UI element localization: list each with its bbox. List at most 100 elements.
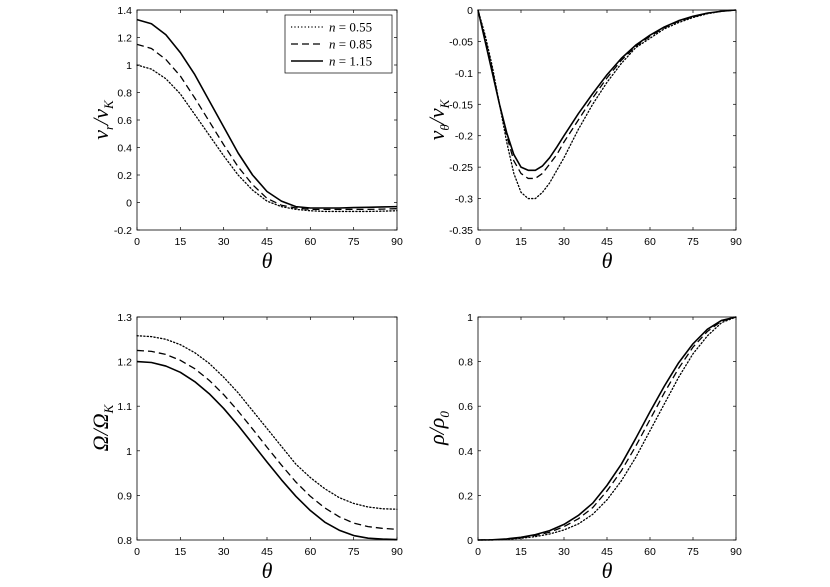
x-tick-label: 60 bbox=[644, 546, 656, 558]
x-axis-label: θ bbox=[602, 248, 613, 273]
y-tick-label: 1 bbox=[126, 60, 132, 72]
x-tick-label: 30 bbox=[558, 236, 570, 248]
y-axis-label-part: / bbox=[424, 426, 449, 436]
x-tick-label: 30 bbox=[218, 236, 230, 248]
y-tick-label: 0.6 bbox=[117, 115, 132, 127]
y-tick-label: 0.4 bbox=[117, 143, 132, 155]
legend-label-var: n bbox=[329, 54, 336, 69]
x-axis-label: θ bbox=[602, 558, 613, 583]
y-tick-label: -0.1 bbox=[455, 68, 473, 80]
x-tick-label: 60 bbox=[304, 546, 316, 558]
legend-label-var: n bbox=[329, 37, 336, 52]
y-tick-label: 1.2 bbox=[117, 357, 132, 369]
y-tick-label: -0.2 bbox=[455, 131, 473, 143]
series-line-dotted bbox=[477, 9, 737, 200]
series-line-dotted bbox=[136, 64, 398, 213]
y-tick-label: 0.9 bbox=[117, 490, 132, 502]
series-line-solid bbox=[136, 360, 398, 541]
x-tick-label: 15 bbox=[515, 546, 527, 558]
series-line-dashed bbox=[136, 349, 398, 530]
y-tick-label: 1 bbox=[467, 312, 473, 324]
y-axis-label-part: Ω bbox=[88, 413, 113, 429]
panel-bottom-left: 0 15 30 45 60 75 900.80.911.11.21.3θΩ/ΩK bbox=[88, 312, 403, 583]
y-tick-label: 0.8 bbox=[458, 357, 473, 369]
y-tick-label: 0 bbox=[467, 5, 473, 17]
y-axis-label-subscript: K bbox=[101, 99, 116, 110]
y-tick-label: 1.4 bbox=[117, 5, 132, 17]
x-tick-label: 60 bbox=[644, 236, 656, 248]
y-tick-label: 0.4 bbox=[458, 446, 473, 458]
legend-label-value: = 0.85 bbox=[336, 37, 373, 52]
legend-label-var: n bbox=[329, 20, 336, 35]
series-line-dashed bbox=[477, 316, 737, 541]
y-axis-label-subscript: θ bbox=[437, 124, 452, 131]
y-axis-label: vθ/vK bbox=[424, 98, 452, 140]
y-axis-label-subscript: K bbox=[437, 98, 452, 109]
y-tick-label: 0.2 bbox=[117, 170, 132, 182]
y-tick-label: 0 bbox=[126, 198, 132, 210]
panel-top-right: 0 15 30 45 60 75 90 -0.35 -0.3 -0.25 -0.2 -0.15 -0.1… bbox=[424, 5, 742, 273]
x-tick-label: 75 bbox=[348, 236, 360, 248]
x-axis-label: θ bbox=[262, 558, 273, 583]
plot-frame bbox=[477, 9, 737, 231]
x-tick-label: 45 bbox=[261, 546, 273, 558]
series-line-solid bbox=[477, 9, 737, 172]
x-tick-label: 90 bbox=[730, 236, 742, 248]
x-tick-label: 45 bbox=[601, 546, 613, 558]
y-axis-label-part: / bbox=[88, 427, 113, 437]
series-line-dotted bbox=[136, 335, 398, 510]
y-tick-label: -0.25 bbox=[449, 162, 473, 174]
y-axis-label: Ω/ΩK bbox=[88, 403, 116, 451]
x-tick-label: 45 bbox=[601, 236, 613, 248]
y-tick-label: 1.2 bbox=[117, 33, 132, 45]
plot-frame bbox=[477, 316, 737, 541]
y-tick-label: -0.05 bbox=[449, 36, 473, 48]
panel-top-left: 0 15 30 45 60 75 90-0.200.20.40.60.811.21.4θvr… bbox=[88, 5, 403, 273]
series-line-solid bbox=[477, 316, 737, 541]
y-tick-label: 0.8 bbox=[117, 88, 132, 100]
x-tick-label: 45 bbox=[261, 236, 273, 248]
y-axis-label: vr/vK bbox=[88, 99, 116, 140]
y-tick-label: 1.3 bbox=[117, 312, 132, 324]
y-axis-label-part: v bbox=[88, 130, 113, 140]
x-tick-label: 15 bbox=[174, 546, 186, 558]
y-axis-label-subscript: 0 bbox=[437, 411, 452, 418]
y-axis-label-part: / bbox=[424, 116, 449, 126]
x-axis-label: θ bbox=[262, 248, 273, 273]
y-tick-label: -0.3 bbox=[455, 194, 473, 206]
series-line-dashed bbox=[477, 9, 737, 180]
y-axis-label-part: Ω bbox=[88, 435, 113, 451]
y-tick-label: 0.6 bbox=[458, 401, 473, 413]
x-tick-label: 0 bbox=[475, 236, 481, 248]
legend-box bbox=[284, 14, 393, 74]
legend-label: n = 0.55 bbox=[329, 20, 372, 35]
y-axis-label-part: v bbox=[88, 109, 113, 119]
x-tick-label: 15 bbox=[515, 236, 527, 248]
y-axis-label: ρ/ρ0 bbox=[424, 411, 452, 446]
y-axis-label-subscript: K bbox=[101, 403, 116, 414]
x-tick-label: 60 bbox=[304, 236, 316, 248]
x-tick-label: 75 bbox=[348, 546, 360, 558]
y-tick-label: -0.15 bbox=[449, 99, 473, 111]
x-tick-label: 0 bbox=[134, 236, 140, 248]
y-tick-label: -0.2 bbox=[114, 225, 132, 237]
legend: n = 0.55n = 0.85n = 1.15 bbox=[284, 14, 393, 74]
y-axis-label-subscript: r bbox=[101, 124, 116, 130]
y-axis-label-part: ρ bbox=[424, 418, 449, 430]
y-axis-label-part: v bbox=[424, 108, 449, 118]
y-tick-label: 0.8 bbox=[117, 535, 132, 547]
x-tick-label: 90 bbox=[391, 236, 403, 248]
y-axis-label-part: v bbox=[424, 130, 449, 140]
x-tick-label: 0 bbox=[134, 546, 140, 558]
x-tick-label: 15 bbox=[174, 236, 186, 248]
y-tick-label: 0.2 bbox=[458, 490, 473, 502]
x-tick-label: 30 bbox=[218, 546, 230, 558]
x-tick-label: 0 bbox=[475, 546, 481, 558]
legend-label: n = 0.85 bbox=[329, 37, 372, 52]
legend-label-value: = 0.55 bbox=[336, 20, 373, 35]
y-tick-label: 1 bbox=[126, 446, 132, 458]
y-tick-label: 1.1 bbox=[117, 401, 132, 413]
x-tick-label: 90 bbox=[730, 546, 742, 558]
series-line-solid bbox=[136, 18, 398, 209]
